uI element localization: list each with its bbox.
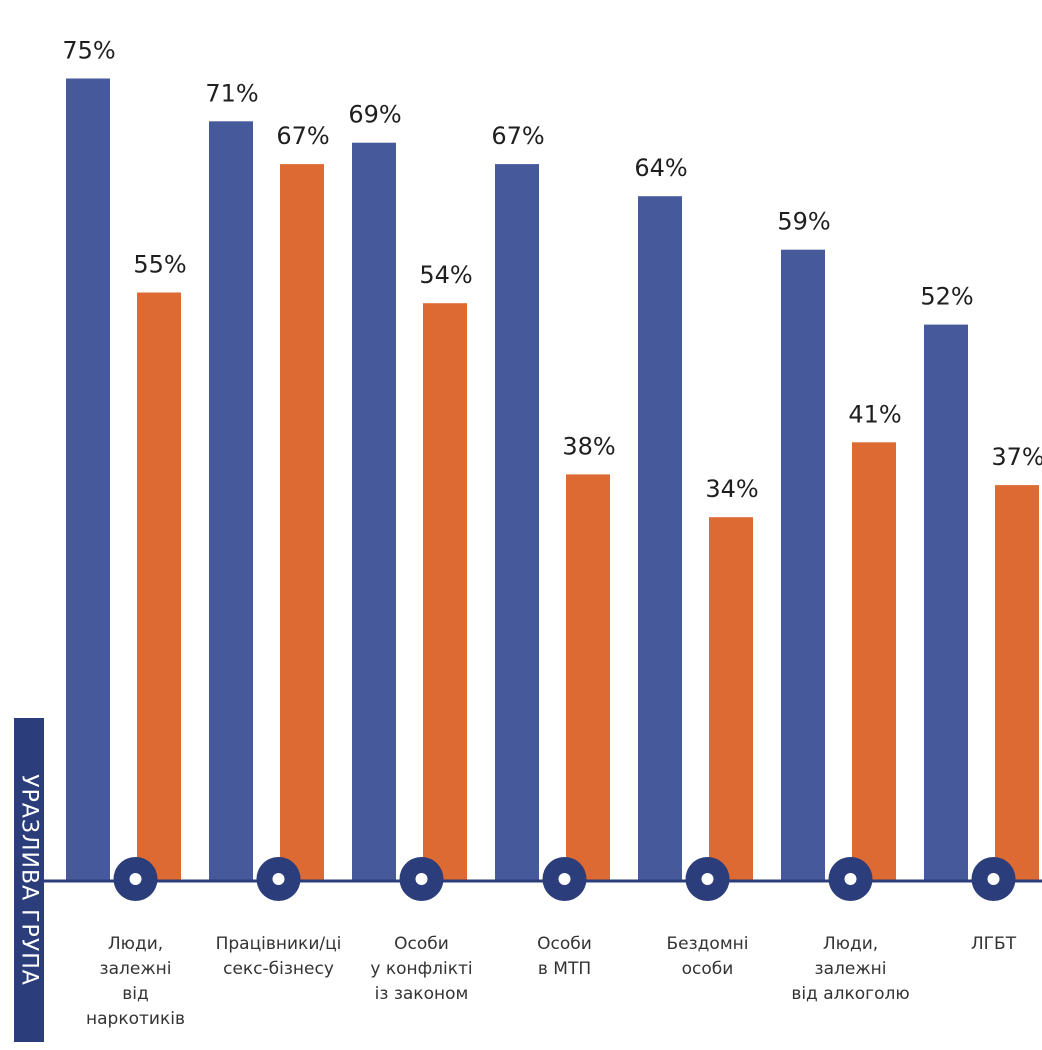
value-label-series2-cat5: 34% (705, 475, 758, 503)
circle-dot-icon (542, 857, 587, 901)
bar-series2-cat6 (852, 442, 896, 881)
bar-series1-cat7 (924, 324, 968, 882)
circle-dot-icon (685, 857, 730, 901)
circle-dot-icon (399, 857, 444, 901)
value-label-series1-cat7: 52% (920, 283, 973, 311)
circle-dot-icon (828, 857, 873, 901)
bar-series2-cat2 (280, 164, 324, 882)
category-label-3: Особи у конфлікті із законом (370, 934, 472, 1004)
value-label-series1-cat2: 71% (205, 79, 258, 107)
value-label-series1-cat5: 64% (634, 154, 687, 182)
category-label-7: ЛГБТ (971, 934, 1017, 954)
value-labels-group: 75% 55% 71% 67% 69% 54% 67% 38% 64% 34% 59% 41% 52% 3… (62, 37, 1042, 504)
value-label-series2-cat7: 37% (991, 443, 1042, 471)
value-label-series1-cat6: 59% (777, 208, 830, 236)
value-label-series1-cat1: 75% (62, 37, 115, 65)
value-label-series1-cat3: 69% (348, 101, 401, 129)
bar-series1-cat1 (66, 78, 110, 881)
value-label-series1-cat4: 67% (491, 122, 544, 150)
category-label-4: Особи в МТП (537, 934, 592, 979)
circle-dot-icon (113, 857, 158, 901)
category-label-6: Люди, залежні від алкоголю (791, 934, 909, 1004)
value-label-series2-cat2: 67% (276, 122, 329, 150)
category-label-2: Працівники/ці секс-бізнесу (216, 934, 342, 979)
bar-series2-cat4 (566, 474, 610, 881)
bar-series2-cat7 (995, 485, 1039, 881)
value-label-series2-cat4: 38% (562, 432, 615, 460)
circle-dot-icon (256, 857, 301, 901)
y-axis-title: УРАЗЛИВА ГРУПА (17, 774, 42, 986)
circle-dot-icon (971, 857, 1016, 901)
bar-series1-cat3 (352, 142, 396, 881)
value-label-series2-cat3: 54% (419, 261, 472, 289)
category-label-1: Люди, залежні від наркотиків (86, 934, 185, 1029)
bar-series1-cat4 (495, 164, 539, 882)
bars-group (66, 78, 1039, 882)
category-markers-group (113, 857, 1016, 901)
category-label-5: Бездомні особи (667, 934, 749, 979)
bar-series1-cat6 (781, 249, 825, 881)
value-label-series2-cat1: 55% (133, 251, 186, 279)
value-label-series2-cat6: 41% (848, 400, 901, 428)
bar-series2-cat3 (423, 303, 467, 881)
category-labels-group: Люди, залежні від наркотиків Працівники/ці се… (86, 934, 1017, 1029)
y-axis-title-box: УРАЗЛИВА ГРУПА (14, 718, 44, 1042)
bar-series2-cat1 (137, 292, 181, 881)
bar-series2-cat5 (709, 517, 753, 881)
bar-series1-cat2 (209, 121, 253, 882)
bar-series1-cat5 (638, 196, 682, 881)
